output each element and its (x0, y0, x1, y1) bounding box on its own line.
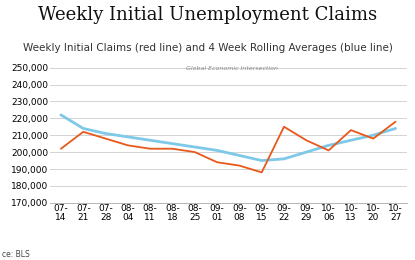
Text: Weekly Initial Claims (red line) and 4 Week Rolling Averages (blue line): Weekly Initial Claims (red line) and 4 W… (22, 43, 393, 53)
Text: Weekly Initial Unemployment Claims: Weekly Initial Unemployment Claims (38, 6, 377, 24)
Text: Global Economic Intersection: Global Economic Intersection (186, 66, 278, 72)
Text: ce: BLS: ce: BLS (2, 250, 30, 259)
